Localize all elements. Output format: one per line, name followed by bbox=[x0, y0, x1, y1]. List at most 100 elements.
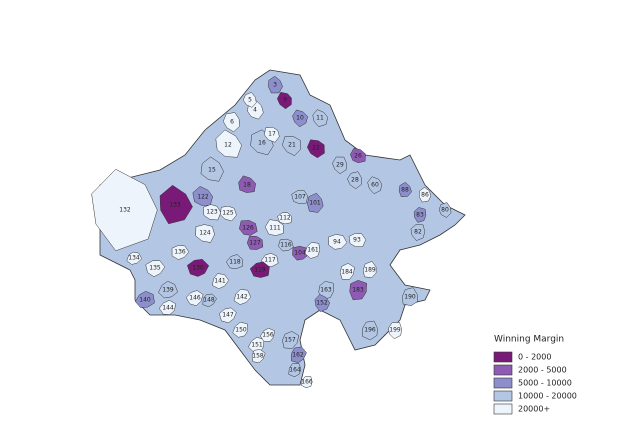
region bbox=[312, 109, 329, 127]
region-label: 161 bbox=[307, 247, 319, 254]
region bbox=[292, 109, 308, 128]
region bbox=[220, 205, 237, 222]
legend-swatch bbox=[493, 364, 513, 376]
region-label: 157 bbox=[284, 337, 296, 344]
region bbox=[264, 126, 280, 143]
region-label: 184 bbox=[341, 269, 353, 276]
region bbox=[388, 322, 402, 340]
region-label: 107 bbox=[294, 194, 306, 201]
region-label: 17 bbox=[268, 131, 276, 138]
region-label: 199 bbox=[389, 327, 401, 334]
region bbox=[246, 235, 264, 250]
region bbox=[171, 245, 190, 260]
region bbox=[291, 346, 307, 364]
legend-label: 0 - 2000 bbox=[518, 353, 551, 362]
region bbox=[249, 261, 270, 278]
region-label: 101 bbox=[309, 200, 321, 207]
legend-label: 2000 - 5000 bbox=[518, 366, 567, 375]
region-label: 5 bbox=[248, 97, 252, 104]
region-label: 86 bbox=[421, 192, 429, 199]
region-label: 136 bbox=[174, 249, 186, 256]
region bbox=[232, 321, 249, 338]
region-label: 127 bbox=[249, 240, 261, 247]
region-label: 122 bbox=[197, 194, 209, 201]
region-label: 117 bbox=[264, 257, 276, 264]
region-label: 83 bbox=[416, 212, 424, 219]
region bbox=[300, 376, 313, 389]
legend-title: Winning Margin bbox=[494, 335, 564, 345]
region-label: 9 bbox=[283, 97, 287, 104]
region-label: 164 bbox=[289, 367, 301, 374]
region-label: 183 bbox=[352, 287, 364, 294]
region bbox=[225, 254, 244, 269]
region-label: 11 bbox=[316, 115, 324, 122]
region bbox=[268, 75, 283, 94]
region-label: 60 bbox=[371, 182, 379, 189]
region bbox=[347, 171, 362, 190]
region bbox=[410, 224, 426, 241]
region-label: 140 bbox=[139, 297, 151, 304]
region-label: 162 bbox=[292, 352, 304, 359]
legend-label: 5000 - 10000 bbox=[518, 379, 572, 388]
legend: Winning Margin 0 - 2000 2000 - 5000 5000 -… bbox=[493, 335, 577, 415]
region-label: 26 bbox=[354, 153, 362, 160]
region bbox=[398, 181, 412, 198]
region-label: 111 bbox=[269, 225, 281, 232]
region-label: 116 bbox=[280, 242, 292, 249]
region-label: 124 bbox=[199, 230, 211, 237]
region bbox=[185, 290, 204, 306]
region-label: 151 bbox=[251, 342, 263, 349]
region bbox=[158, 280, 179, 299]
region-label: 132 bbox=[119, 207, 131, 214]
region bbox=[239, 220, 258, 236]
legend-swatch bbox=[493, 403, 513, 415]
region bbox=[202, 293, 217, 308]
region bbox=[348, 233, 367, 247]
region bbox=[187, 259, 210, 277]
region-label: 28 bbox=[351, 177, 359, 184]
region-label: 80 bbox=[441, 207, 449, 214]
region-label: 4 bbox=[253, 107, 257, 114]
region bbox=[438, 202, 452, 218]
region bbox=[264, 219, 284, 236]
region bbox=[145, 260, 166, 277]
region-label: 104 bbox=[294, 250, 306, 257]
region bbox=[402, 287, 418, 306]
region bbox=[288, 363, 302, 378]
legend-swatch bbox=[493, 351, 513, 363]
region bbox=[318, 281, 334, 300]
region-label: 166 bbox=[301, 379, 313, 386]
region bbox=[134, 291, 155, 308]
region bbox=[91, 168, 158, 252]
region-label: 93 bbox=[353, 237, 361, 244]
legend-swatch bbox=[493, 390, 513, 402]
region-label: 123 bbox=[206, 209, 218, 216]
region-label: 94 bbox=[333, 239, 341, 246]
region bbox=[251, 349, 266, 364]
region bbox=[349, 280, 367, 301]
region-label: 147 bbox=[222, 312, 234, 319]
region bbox=[277, 92, 292, 110]
region bbox=[307, 192, 324, 213]
region bbox=[126, 251, 143, 265]
region bbox=[200, 156, 224, 182]
region bbox=[277, 212, 292, 225]
region-label: 156 bbox=[262, 332, 274, 339]
region-label: 144 bbox=[162, 305, 174, 312]
region bbox=[362, 320, 378, 341]
region bbox=[233, 289, 252, 305]
region-label: 146 bbox=[189, 295, 201, 302]
region bbox=[260, 327, 275, 342]
region bbox=[282, 331, 300, 349]
region-label: 29 bbox=[336, 162, 344, 169]
region-label: 125 bbox=[222, 210, 234, 217]
region bbox=[304, 242, 321, 259]
region bbox=[307, 139, 325, 159]
region bbox=[291, 190, 308, 205]
region-label: 22 bbox=[312, 145, 320, 152]
region bbox=[195, 224, 215, 243]
region-label: 126 bbox=[242, 225, 254, 232]
region bbox=[339, 263, 355, 280]
